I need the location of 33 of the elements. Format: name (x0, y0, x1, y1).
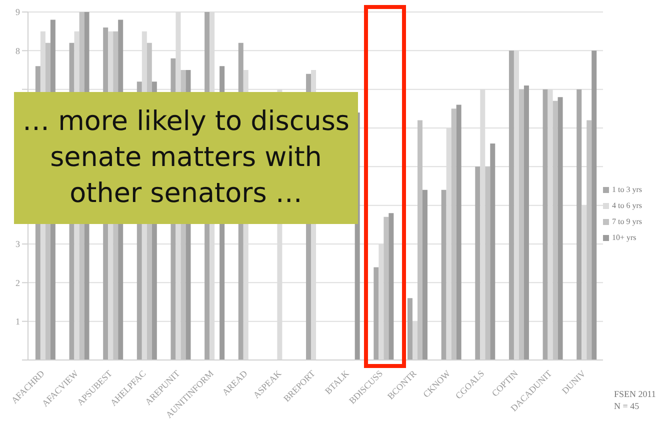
bar (524, 85, 529, 360)
legend-label: 4 to 6 yrs (612, 200, 642, 212)
legend-label: 1 to 3 yrs (612, 184, 642, 196)
bar (441, 190, 446, 360)
bar (388, 213, 394, 360)
bar (451, 108, 456, 360)
bar (485, 166, 490, 360)
bar (508, 50, 514, 360)
bar (558, 97, 563, 360)
text: FSEN 2011 (614, 388, 656, 400)
y-tick-label: 3 (16, 239, 20, 250)
bar (374, 267, 379, 360)
bar (518, 89, 524, 360)
bar (418, 120, 422, 360)
bar (422, 190, 428, 360)
annotation: … more likely to discuss senate matters with other senators … (14, 92, 358, 224)
text: N = 45 (614, 400, 640, 412)
bar (456, 104, 462, 360)
bar (542, 89, 548, 360)
bar (576, 89, 582, 360)
bar (586, 120, 592, 360)
legend-label: 10+ yrs (612, 232, 636, 244)
bar (490, 143, 496, 360)
bar (408, 298, 412, 360)
y-tick-label: 8 (16, 46, 20, 56)
legend-label: 7 to 9 yrs (612, 216, 642, 228)
y-tick-label: 1 (16, 316, 20, 327)
y-tick-label: 2 (16, 278, 20, 288)
bar (384, 216, 389, 360)
bar (475, 166, 480, 360)
bar (552, 100, 558, 360)
bar (592, 50, 597, 360)
y-tick-label: 9 (16, 7, 20, 18)
